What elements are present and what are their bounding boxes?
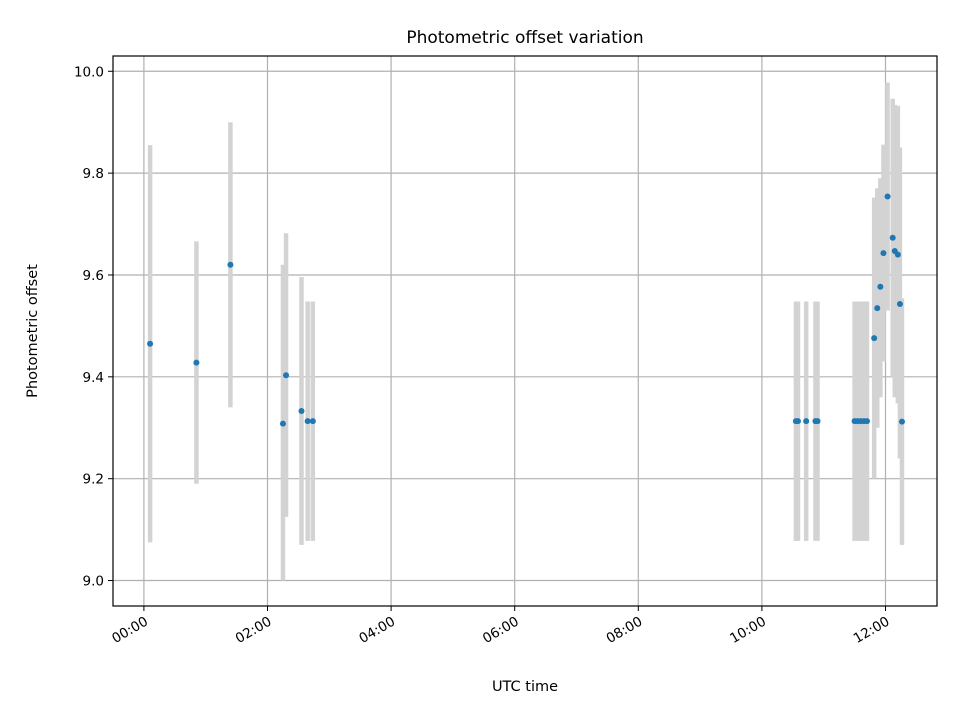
data-point bbox=[874, 305, 881, 312]
data-point bbox=[871, 335, 878, 342]
data-point bbox=[279, 420, 286, 427]
y-axis-title: Photometric offset bbox=[25, 264, 41, 398]
y-tick-label: 9.8 bbox=[83, 166, 104, 182]
data-point bbox=[298, 407, 305, 414]
plot-frame bbox=[112, 55, 938, 607]
y-tick-label: 9.4 bbox=[83, 370, 104, 386]
y-tick-label: 9.6 bbox=[83, 268, 104, 284]
data-point bbox=[880, 250, 887, 257]
data-point bbox=[304, 418, 311, 425]
y-axis-ticks: 9.0 9.2 9.4 9.6 9.8 10.0 bbox=[74, 64, 113, 590]
data-point bbox=[193, 359, 200, 366]
y-tick-label: 9.0 bbox=[83, 574, 104, 590]
data-point bbox=[227, 261, 234, 268]
chart-title: Photometric offset variation bbox=[406, 28, 643, 48]
data-point bbox=[894, 251, 901, 258]
x-axis-title: UTC time bbox=[492, 679, 558, 695]
data-point bbox=[884, 193, 891, 200]
data-point bbox=[309, 418, 316, 425]
data-point bbox=[283, 372, 290, 379]
data-points bbox=[147, 193, 905, 427]
data-point bbox=[877, 283, 884, 290]
data-point bbox=[147, 340, 154, 347]
data-point bbox=[863, 418, 870, 425]
data-point bbox=[814, 418, 821, 425]
data-point bbox=[794, 418, 801, 425]
data-point bbox=[803, 418, 810, 425]
data-point bbox=[896, 301, 903, 308]
y-tick-label: 9.2 bbox=[83, 472, 104, 488]
data-point bbox=[889, 234, 896, 241]
y-tick-label: 10.0 bbox=[74, 64, 104, 80]
data-point bbox=[898, 418, 905, 425]
